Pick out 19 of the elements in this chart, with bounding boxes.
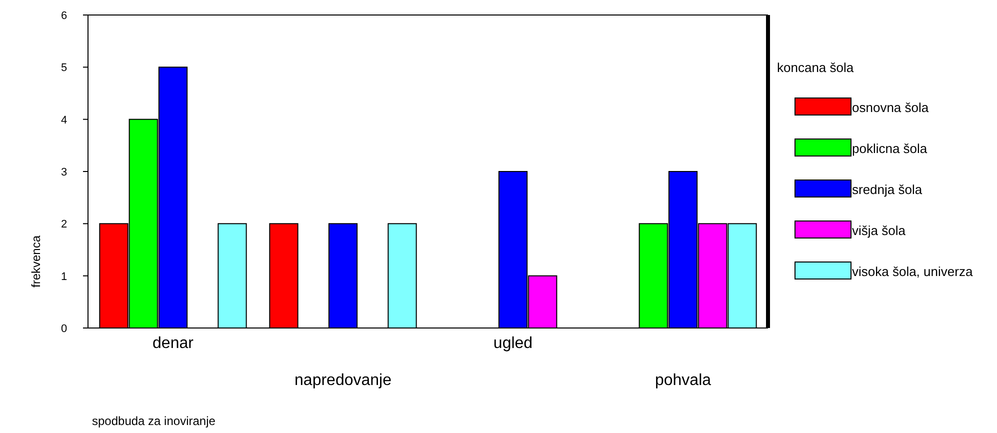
y-axis-title: frekvenca <box>29 235 43 288</box>
x-axis-title: spodbuda za inoviranje <box>92 414 216 428</box>
legend-title: koncana šola <box>777 60 854 75</box>
x-tick-label: ugled <box>493 335 533 352</box>
x-tick-label: pohvala <box>654 372 712 389</box>
y-tick-label: 3 <box>60 166 68 178</box>
legend-label: poklicna šola <box>852 141 928 156</box>
y-tick-label: 4 <box>60 114 68 126</box>
x-tick-label: napredovanje <box>294 372 392 389</box>
y-tick-label: 0 <box>60 323 68 335</box>
y-tick-label: 5 <box>60 62 68 74</box>
legend-label: višja šola <box>852 223 906 238</box>
legend-label: visoka šola, univerza <box>852 264 974 279</box>
legend-label: srednja šola <box>852 182 923 197</box>
y-tick-label: 1 <box>60 270 68 283</box>
legend-label: osnovna šola <box>852 100 930 115</box>
y-tick-label: 2 <box>60 218 68 231</box>
x-tick-label: denar <box>152 335 194 352</box>
y-tick-label: 6 <box>60 10 68 22</box>
